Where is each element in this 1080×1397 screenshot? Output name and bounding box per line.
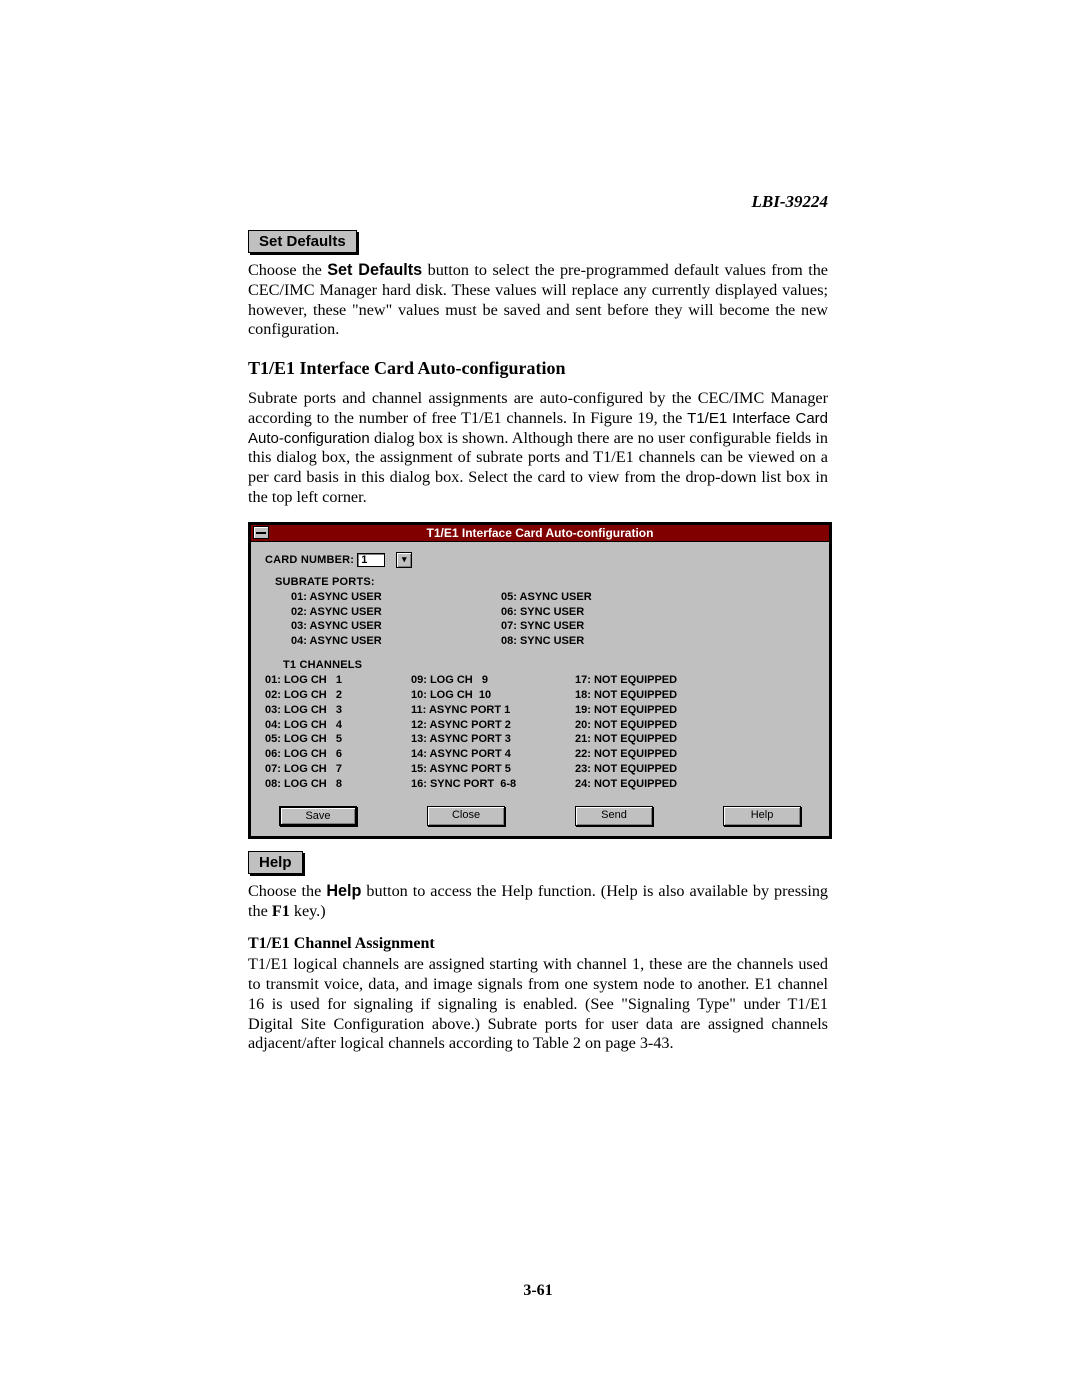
- channel-item: 23: NOT EQUIPPED: [575, 762, 721, 777]
- set-defaults-paragraph: Choose the Set Defaults button to select…: [248, 261, 828, 340]
- channel-item: 20: NOT EQUIPPED: [575, 718, 721, 733]
- text-run: Choose the: [248, 261, 327, 279]
- card-number-field[interactable]: 1: [357, 553, 385, 567]
- t1-channels-label: T1 CHANNELS: [283, 659, 815, 671]
- port-item: 03: ASYNC USER: [291, 619, 501, 634]
- channel-item: 07: LOG CH 7: [265, 762, 411, 777]
- text-bold: Set Defaults: [327, 261, 422, 279]
- channel-item: 08: LOG CH 8: [265, 777, 411, 792]
- card-number-row: CARD NUMBER: 1 ▾: [265, 552, 815, 568]
- channel-item: 12: ASYNC PORT 2: [411, 718, 575, 733]
- channel-item: 01: LOG CH 1: [265, 673, 411, 688]
- text-bold: F1: [272, 902, 290, 920]
- port-item: 04: ASYNC USER: [291, 634, 501, 649]
- channel-item: 13: ASYNC PORT 3: [411, 732, 575, 747]
- system-menu-icon[interactable]: [253, 526, 269, 539]
- channel-item: 15: ASYNC PORT 5: [411, 762, 575, 777]
- help-caption: Help: [248, 851, 303, 874]
- channel-item: 24: NOT EQUIPPED: [575, 777, 721, 792]
- channel-item: 04: LOG CH 4: [265, 718, 411, 733]
- close-button[interactable]: Close: [427, 806, 505, 826]
- channel-item: 09: LOG CH 9: [411, 673, 575, 688]
- channel-item: 06: LOG CH 6: [265, 747, 411, 762]
- help-paragraph: Choose the Help button to access the Hel…: [248, 882, 828, 922]
- text-run: Choose the: [248, 882, 326, 900]
- dialog-titlebar: T1/E1 Interface Card Auto-configuration: [251, 525, 829, 542]
- text-bold: Help: [326, 882, 361, 900]
- port-item: 05: ASYNC USER: [501, 590, 711, 605]
- channel-item: 22: NOT EQUIPPED: [575, 747, 721, 762]
- t1-channels-grid: 01: LOG CH 1 02: LOG CH 2 03: LOG CH 3 0…: [265, 673, 815, 792]
- section-heading: T1/E1 Interface Card Auto-configuration: [248, 358, 828, 379]
- channel-item: 03: LOG CH 3: [265, 703, 411, 718]
- section-paragraph: Subrate ports and channel assignments ar…: [248, 389, 828, 508]
- send-button[interactable]: Send: [575, 806, 653, 826]
- port-item: 01: ASYNC USER: [291, 590, 501, 605]
- text-run: key.): [290, 902, 326, 920]
- channel-item: 21: NOT EQUIPPED: [575, 732, 721, 747]
- help-button[interactable]: Help: [723, 806, 801, 826]
- save-button[interactable]: Save: [279, 806, 357, 826]
- channel-item: 11: ASYNC PORT 1: [411, 703, 575, 718]
- channel-item: 17: NOT EQUIPPED: [575, 673, 721, 688]
- port-item: 06: SYNC USER: [501, 605, 711, 620]
- channel-item: 18: NOT EQUIPPED: [575, 688, 721, 703]
- subrate-ports-grid: 01: ASYNC USER 02: ASYNC USER 03: ASYNC …: [291, 590, 815, 649]
- card-number-dropdown[interactable]: ▾: [396, 552, 412, 568]
- channel-item: 10: LOG CH 10: [411, 688, 575, 703]
- port-item: 07: SYNC USER: [501, 619, 711, 634]
- page-number: 3-61: [248, 1282, 828, 1300]
- dialog-window: T1/E1 Interface Card Auto-configuration …: [248, 522, 832, 839]
- doc-id-header: LBI-39224: [248, 192, 828, 212]
- port-item: 08: SYNC USER: [501, 634, 711, 649]
- card-number-label: CARD NUMBER:: [265, 554, 354, 566]
- channel-item: 02: LOG CH 2: [265, 688, 411, 703]
- channel-item: 16: SYNC PORT 6-8: [411, 777, 575, 792]
- dialog-title: T1/E1 Interface Card Auto-configuration: [427, 526, 654, 540]
- channel-item: 14: ASYNC PORT 4: [411, 747, 575, 762]
- set-defaults-caption: Set Defaults: [248, 230, 357, 253]
- channel-assignment-heading: T1/E1 Channel Assignment: [248, 935, 828, 953]
- port-item: 02: ASYNC USER: [291, 605, 501, 620]
- channel-assignment-paragraph: T1/E1 logical channels are assigned star…: [248, 955, 828, 1054]
- channel-item: 05: LOG CH 5: [265, 732, 411, 747]
- channel-item: 19: NOT EQUIPPED: [575, 703, 721, 718]
- subrate-ports-label: SUBRATE PORTS:: [275, 576, 815, 588]
